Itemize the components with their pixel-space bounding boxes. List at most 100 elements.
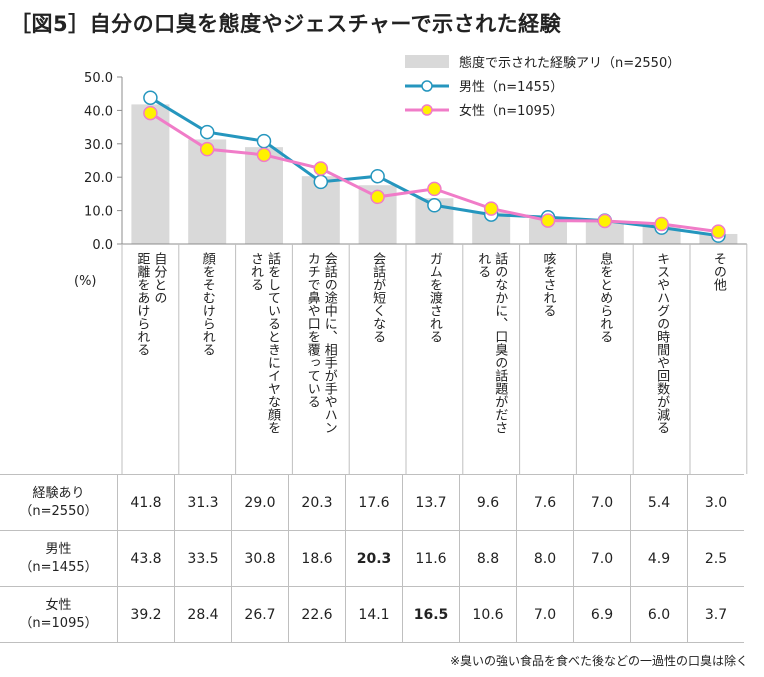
female-point [313,161,329,176]
legend-bar-swatch [405,55,449,68]
line-series [143,90,726,243]
row-header-line: （n=1095） [19,615,98,631]
row-header-line: （n=1455） [19,559,98,575]
table-row: 男性 （n=1455） 43.8 33.5 30.8 18.6 20.3 11.6 8.8 8.0… [0,530,744,587]
category-label: 自分との [151,252,167,304]
row-header-line: 男性 [45,541,72,557]
table-row: 経験あり （n=2550） 41.8 31.3 29.0 20.3 17.6 13.7 9.6 7… [0,474,744,531]
category-label: 距離をあけられる [134,252,150,356]
table-cell: 10.6 [459,586,517,643]
chart-title: ［図5］自分の口臭を態度やジェスチャーで示された経験 [10,12,562,36]
y-axis: 0.0 10.0 20.0 30.0 40.0 50.0 [84,71,123,253]
row-header-line: 経験あり [32,485,85,501]
table-cell: 20.3 [345,530,403,587]
y-tick-label: 30.0 [84,138,113,153]
female-point [427,181,442,197]
table-cell: 16.5 [402,586,460,643]
male-point [143,90,158,105]
y-tick-label: 50.0 [84,71,113,86]
y-tick-label: 0.0 [92,238,113,253]
male-point [427,198,442,213]
legend-bar-label: 態度で示された経験アリ（n=2550） [459,55,680,71]
category-label: カチで鼻や口を覆っている [305,252,321,408]
row-header-line: 女性 [45,597,72,613]
bar [585,220,624,244]
table-cell: 14.1 [345,586,403,643]
table-cell: 6.0 [630,586,688,643]
unit-label: (%) [74,274,97,289]
table-cell: 11.6 [402,530,460,587]
table-cell: 3.0 [687,474,744,531]
category-label: ガムを渡される [427,252,443,343]
legend-male-label: 男性（n=1455） [459,80,563,95]
category-label: される [248,252,264,291]
category-label: 息をとめられる [597,251,613,343]
table-cell: 28.4 [174,586,232,643]
table-cell: 31.3 [174,474,232,531]
category-label: 咳をされる [541,252,557,317]
category-label: 会話が短くなる [370,252,386,343]
table-cell: 39.2 [117,586,175,643]
female-point [540,213,556,228]
table-cell: 13.7 [402,474,460,531]
female-point [597,213,613,229]
legend-female-marker [421,104,433,116]
category-label: れる [475,252,491,278]
category-label: 顔をそむけられる [200,252,216,356]
table-row: 女性 （n=1095） 39.2 28.4 26.7 22.6 14.1 16.5 10.6 7.… [0,586,744,643]
table-cell: 2.5 [687,530,744,587]
table-cell: 7.0 [573,474,631,531]
table-cell: 22.6 [288,586,346,643]
table-cell: 6.9 [573,586,631,643]
table-cell: 7.0 [516,586,574,643]
table-cell: 43.8 [117,530,175,587]
female-point [143,105,158,121]
female-point [711,224,726,239]
male-point [199,124,215,140]
male-point [256,133,272,149]
table-cell: 8.0 [516,530,574,587]
table-row-header: 男性 （n=1455） [0,530,118,587]
table-cell: 29.0 [231,474,289,531]
table-cell: 20.3 [288,474,346,531]
y-tick-label: 20.0 [84,171,113,186]
female-point [256,147,272,163]
category-separators [121,243,748,474]
data-table: 経験あり （n=2550） 41.8 31.3 29.0 20.3 17.6 13.7 9.6 7… [0,474,744,643]
bar [245,147,283,244]
male-point [313,174,329,190]
footnote: ※臭いの強い食品を食べた後などの一過性の口臭は除く [449,654,748,668]
category-label: その他 [711,252,727,292]
female-point [370,189,385,205]
y-tick-label: 40.0 [84,104,113,119]
table-cell: 8.8 [459,530,517,587]
bar-series [131,104,738,244]
table-cell: 7.0 [573,530,631,587]
table-row-header: 女性 （n=1095） [0,586,118,643]
female-point [199,141,215,157]
table-cell: 30.8 [231,530,289,587]
category-label: 話のなかに、口臭の話題がださ [492,251,508,434]
table-cell: 7.6 [516,474,574,531]
table-cell: 26.7 [231,586,289,643]
male-point [370,168,385,184]
table-row-header: 経験あり （n=2550） [0,474,118,531]
row-header-line: （n=2550） [19,503,98,519]
bar [188,139,227,244]
table-cell: 4.9 [630,530,688,587]
category-label: 話をしているときにイヤな顔を [265,251,281,434]
table-cell: 9.6 [459,474,517,531]
legend: 態度で示された経験アリ（n=2550） 男性（n=1455） 女性（n=1095） [405,55,680,119]
female-point [654,216,669,232]
table-cell: 33.5 [174,530,232,587]
category-label: 会話の途中に、相手が手やハン [322,252,338,434]
table-cell: 5.4 [630,474,688,531]
legend-female-label: 女性（n=1095） [459,103,563,119]
table-cell: 17.6 [345,474,403,531]
legend-male-marker [421,80,433,92]
female-point [483,201,499,216]
category-label: キスやハグの時間や回数が減る [654,252,670,434]
table-cell: 41.8 [117,474,175,531]
